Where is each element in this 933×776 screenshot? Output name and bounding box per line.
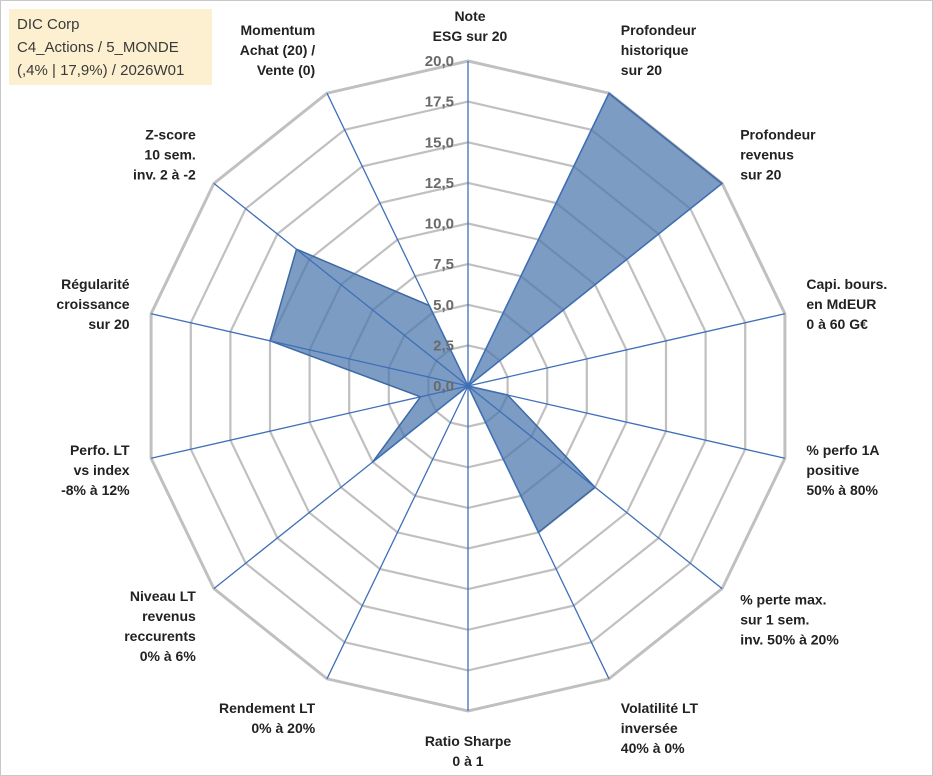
axis-label: Momentum Achat (20) / Vente (0) (240, 22, 316, 78)
radar-spoke (150, 385, 469, 459)
axis-label-line: ESG sur 20 (433, 28, 508, 44)
axis-label-line: Achat (20) / (240, 42, 316, 58)
tick-label: 7,5 (433, 256, 454, 273)
axis-label-line: sur 20 (88, 316, 129, 332)
axis-label-line: 0% à 20% (251, 720, 315, 736)
radar-spoke (467, 313, 786, 387)
axis-label-line: vs index (74, 462, 130, 478)
radar-spoke (326, 385, 469, 680)
title-company: DIC Corp (17, 16, 80, 33)
title-box: DIC Corp C4_Actions / 5_MONDE (,4% | 17,… (9, 9, 212, 85)
tick-label: 5,0 (433, 297, 454, 314)
axis-label-line: 0% à 6% (140, 648, 197, 664)
axis-label-line: positive (806, 462, 859, 478)
radar-spoke (467, 182, 723, 387)
axis-label: Niveau LT revenus reccurents 0% à 6% (124, 588, 196, 664)
tick-label: 10,0 (425, 216, 454, 233)
axis-label-line: reccurents (124, 628, 196, 644)
axis-label-line: inversée (621, 720, 678, 736)
axis-label-line: Volatilité LT (621, 700, 699, 716)
axis-label-line: sur 20 (621, 62, 662, 78)
axis-label: Régularité croissance sur 20 (56, 276, 129, 332)
tick-label: 12,5 (425, 175, 454, 192)
tick-layer: 0,0 2,5 5,0 7,5 10,0 12,5 15,0 17,5 20,0 (425, 53, 454, 395)
radar-spoke (213, 385, 469, 590)
axis-label-line: 10 sem. (144, 146, 195, 162)
axis-label-line: Profondeur (740, 126, 816, 142)
axis-label: Capi. bours. en MdEUR 0 à 60 G€ (806, 276, 887, 332)
radar-spoke (150, 313, 469, 387)
axis-label-line: 0 à 1 (452, 753, 483, 769)
radar-spoke (467, 385, 610, 680)
axis-label-line: Note (454, 8, 485, 24)
axis-label: Z-score 10 sem. inv. 2 à -2 (133, 126, 196, 182)
axis-label-line: historique (621, 42, 689, 58)
axis-label-line: 50% à 80% (806, 482, 878, 498)
axis-label: Rendement LT 0% à 20% (219, 700, 316, 736)
axis-label: % perfo 1A positive 50% à 80% (806, 442, 879, 498)
tick-label: 17,5 (425, 94, 454, 111)
axis-label-line: Rendement LT (219, 700, 316, 716)
axis-label: Volatilité LT inversée 40% à 0% (621, 700, 699, 756)
title-category: C4_Actions / 5_MONDE (17, 39, 179, 56)
axis-label-line: -8% à 12% (61, 482, 130, 498)
tick-label: 20,0 (425, 53, 454, 70)
spoke-layer (150, 61, 786, 711)
series-area (269, 92, 723, 534)
radar-spoke (326, 92, 469, 387)
axis-label-line: 0 à 60 G€ (806, 316, 868, 332)
axis-label: Perfo. LT vs index -8% à 12% (61, 442, 130, 498)
radar-spoke (467, 92, 610, 387)
axis-label-line: croissance (56, 296, 129, 312)
axis-label: Profondeur historique sur 20 (621, 22, 697, 78)
label-layer: Note ESG sur 20 Profondeur historique sur 20… (56, 8, 887, 769)
axis-label-line: Perfo. LT (70, 442, 130, 458)
axis-label-line: revenus (142, 608, 196, 624)
axis-label-line: sur 1 sem. (740, 612, 809, 628)
axis-label-line: Régularité (61, 276, 130, 292)
radar-spoke (467, 385, 723, 590)
axis-label-line: 40% à 0% (621, 740, 685, 756)
axis-label-line: en MdEUR (806, 296, 876, 312)
axis-label: Profondeur revenus sur 20 (740, 126, 816, 182)
axis-label-line: Capi. bours. (806, 276, 887, 292)
axis-label-line: % perte max. (740, 592, 826, 608)
axis-label-line: inv. 50% à 20% (740, 632, 839, 648)
radar-spoke (467, 385, 786, 459)
series-layer (269, 92, 723, 534)
tick-label: 0,0 (433, 378, 454, 395)
axis-label-line: inv. 2 à -2 (133, 166, 196, 182)
axis-label-line: sur 20 (740, 166, 781, 182)
axis-label-line: Momentum (241, 22, 316, 38)
axis-label-line: Z-score (145, 126, 196, 142)
axis-label-line: Profondeur (621, 22, 697, 38)
axis-label: Note ESG sur 20 (433, 8, 508, 44)
axis-label-line: Vente (0) (257, 62, 315, 78)
axis-label-line: % perfo 1A (806, 442, 879, 458)
tick-label: 2,5 (433, 337, 454, 354)
title-stats: (,4% | 17,9%) / 2026W01 (17, 62, 185, 79)
axis-label-line: Ratio Sharpe (425, 733, 512, 749)
radar-spoke (213, 182, 469, 387)
axis-label: Ratio Sharpe 0 à 1 (425, 733, 512, 769)
axis-label: % perte max. sur 1 sem. inv. 50% à 20% (740, 592, 839, 648)
tick-label: 15,0 (425, 134, 454, 151)
axis-label-line: Niveau LT (130, 588, 196, 604)
axis-label-line: revenus (740, 146, 794, 162)
